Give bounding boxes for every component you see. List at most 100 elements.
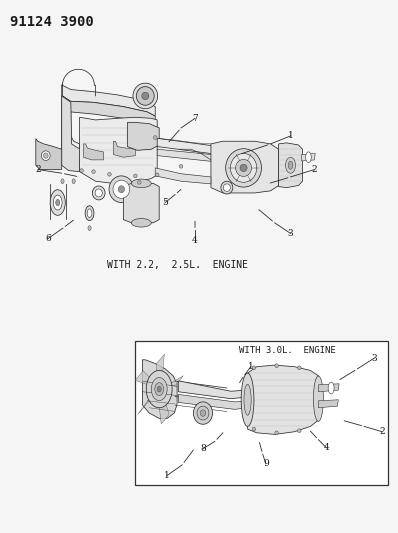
Polygon shape [211,141,279,193]
Ellipse shape [155,383,164,395]
Ellipse shape [197,406,209,420]
Ellipse shape [200,410,206,416]
Ellipse shape [275,364,278,368]
Polygon shape [62,85,80,155]
Ellipse shape [146,370,172,408]
Polygon shape [157,388,169,424]
Polygon shape [318,400,338,408]
Ellipse shape [252,427,256,431]
Text: 1: 1 [248,362,254,371]
Polygon shape [84,144,103,160]
Ellipse shape [288,161,293,169]
Text: 5: 5 [162,198,168,207]
Ellipse shape [133,83,158,109]
Polygon shape [302,154,315,161]
Polygon shape [62,85,155,116]
Ellipse shape [41,151,50,160]
Ellipse shape [298,366,301,370]
Ellipse shape [252,366,256,370]
Ellipse shape [87,209,92,217]
Polygon shape [127,123,159,150]
Ellipse shape [306,152,311,163]
Text: WITH 2.2,  2.5L.  ENGINE: WITH 2.2, 2.5L. ENGINE [107,261,248,270]
Ellipse shape [80,168,83,173]
Text: 2: 2 [35,165,41,174]
Ellipse shape [109,176,134,203]
Ellipse shape [226,149,261,187]
Ellipse shape [240,164,247,172]
Ellipse shape [328,382,334,394]
Ellipse shape [157,386,161,392]
Ellipse shape [314,376,324,421]
Polygon shape [248,365,318,434]
Ellipse shape [193,402,213,424]
Ellipse shape [241,373,254,426]
Ellipse shape [131,179,151,188]
Polygon shape [142,360,177,418]
Text: WITH 3.0L.  ENGINE: WITH 3.0L. ENGINE [239,346,336,355]
Text: 91124 3900: 91124 3900 [10,15,94,29]
Ellipse shape [56,199,60,206]
Polygon shape [178,394,249,409]
Bar [135,341,388,485]
Ellipse shape [155,173,159,176]
Text: 9: 9 [263,459,269,468]
Ellipse shape [43,153,48,158]
Ellipse shape [230,154,257,182]
Polygon shape [318,384,339,392]
Polygon shape [113,141,135,157]
Polygon shape [138,388,161,415]
Polygon shape [178,381,247,399]
Ellipse shape [223,184,230,191]
Polygon shape [157,376,183,389]
Ellipse shape [151,377,167,401]
Text: 3: 3 [371,354,377,362]
Polygon shape [279,143,302,188]
Ellipse shape [92,169,96,173]
Ellipse shape [244,384,251,415]
Text: 2: 2 [379,427,385,436]
Ellipse shape [95,189,102,197]
Ellipse shape [142,92,149,100]
Polygon shape [157,149,255,163]
Polygon shape [62,96,80,172]
Polygon shape [36,139,62,169]
Text: 4: 4 [192,237,198,245]
Ellipse shape [236,159,252,176]
Ellipse shape [107,173,111,176]
Ellipse shape [50,190,65,215]
Ellipse shape [85,206,94,221]
Ellipse shape [179,165,183,168]
Polygon shape [135,370,161,389]
Ellipse shape [53,195,62,210]
Ellipse shape [92,186,105,200]
Ellipse shape [88,226,91,231]
Ellipse shape [221,181,233,194]
Text: 3: 3 [288,229,293,238]
Polygon shape [123,183,159,223]
Polygon shape [156,354,164,389]
Polygon shape [155,168,211,184]
Ellipse shape [131,219,151,227]
Text: 1: 1 [164,471,170,480]
Text: 6: 6 [45,235,51,243]
Text: 7: 7 [192,114,198,123]
Ellipse shape [275,431,278,435]
Ellipse shape [136,86,154,106]
Ellipse shape [154,136,157,140]
Text: 4: 4 [324,443,329,452]
Polygon shape [80,117,157,184]
Polygon shape [157,139,247,155]
Text: 1: 1 [288,132,293,140]
Ellipse shape [113,180,130,198]
Ellipse shape [286,157,296,173]
Ellipse shape [138,180,141,184]
Ellipse shape [134,174,137,178]
Ellipse shape [118,186,125,192]
Ellipse shape [72,179,75,183]
Text: 2: 2 [312,165,317,174]
Ellipse shape [298,429,301,433]
Text: 8: 8 [200,445,206,453]
Ellipse shape [61,179,64,183]
Polygon shape [62,96,155,125]
